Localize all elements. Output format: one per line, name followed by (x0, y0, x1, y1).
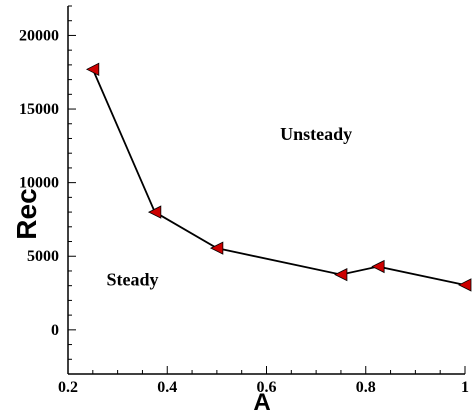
data-point-marker (209, 241, 224, 255)
y-tick-label: 15000 (19, 101, 59, 118)
y-axis-title: Rec (11, 188, 42, 239)
data-point-marker (147, 205, 162, 219)
x-tick-label: 0.8 (356, 379, 376, 396)
data-point-marker (458, 278, 472, 292)
y-axis-ticks: 0 5000 10000 15000 20000 (19, 5, 76, 375)
x-tick-label: 0.2 (58, 379, 78, 396)
y-tick-label: 5000 (27, 248, 59, 265)
series-line (91, 68, 466, 286)
y-tick-label: 0 (51, 322, 59, 339)
region-label-steady: Steady (107, 270, 159, 290)
data-point-marker (334, 267, 348, 282)
x-tick-label: 1 (461, 379, 469, 396)
region-label-unsteady: Unsteady (280, 124, 352, 144)
y-tick-label: 10000 (19, 175, 59, 192)
data-point-marker (371, 259, 385, 274)
x-axis-title: A (253, 389, 270, 414)
series-markers (85, 62, 472, 292)
series-path (91, 68, 466, 286)
x-tick-label: 0.6 (257, 379, 277, 396)
x-axis-ticks: 0.2 0.4 0.6 0.8 1 (58, 366, 469, 396)
x-tick-label: 0.4 (157, 379, 177, 396)
axes (67, 6, 465, 375)
annotations: Unsteady Steady (107, 124, 353, 290)
data-point-marker (85, 62, 100, 76)
y-tick-label: 20000 (19, 27, 59, 44)
